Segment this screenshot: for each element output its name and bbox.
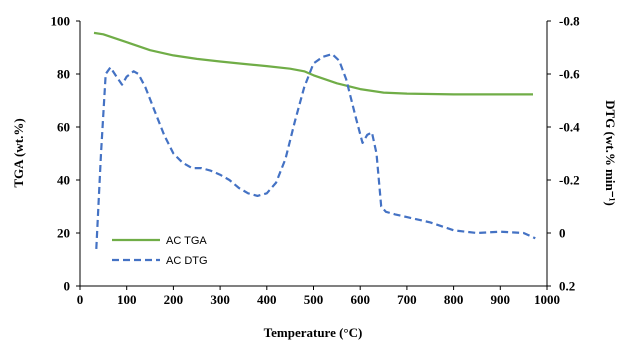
legend: AC TGA AC DTG (112, 235, 208, 267)
x-tick-label: 700 (397, 292, 417, 307)
x-tick-label: 100 (117, 292, 137, 307)
x-axis-ticks: 0 100 200 300 400 500 600 700 800 900 1000 (77, 286, 560, 307)
right-tick-label: -0.8 (559, 14, 580, 29)
left-tick-label: 80 (57, 67, 70, 82)
left-tick-label: 100 (51, 14, 71, 29)
x-tick-label: 500 (304, 292, 324, 307)
left-axis-title: TGA (wt.%) (11, 118, 26, 187)
x-tick-label: 400 (257, 292, 277, 307)
right-tick-label: -0.4 (559, 120, 580, 135)
legend-tga-label: AC TGA (166, 235, 207, 247)
x-tick-label: 300 (210, 292, 230, 307)
right-tick-label: 0.2 (559, 279, 575, 294)
x-tick-label: 1000 (534, 292, 560, 307)
axes (79, 21, 548, 287)
x-axis-title: Temperature (°C) (264, 325, 363, 340)
right-axis-ticks: 0.2 0 -0.2 -0.4 -0.6 -0.8 (547, 14, 580, 294)
series-lines (93, 31, 536, 249)
left-tick-label: 20 (57, 226, 70, 241)
dtg-series-line (95, 52, 536, 249)
left-axis-ticks: 0 20 40 60 80 100 (51, 14, 80, 294)
x-tick-label: 600 (350, 292, 370, 307)
left-tick-label: 60 (57, 120, 70, 135)
tga-series-line (93, 31, 533, 96)
x-tick-label: 800 (444, 292, 464, 307)
left-tick-label: 40 (57, 173, 70, 188)
x-tick-label: 0 (77, 292, 84, 307)
legend-dtg-label: AC DTG (166, 255, 208, 267)
x-tick-label: 200 (164, 292, 184, 307)
right-tick-label: 0 (559, 226, 566, 241)
x-tick-label: 900 (491, 292, 511, 307)
right-tick-label: -0.2 (559, 173, 580, 188)
right-tick-label: -0.6 (559, 67, 580, 82)
right-axis-title: DTG (wt.% min⁻¹) (603, 100, 618, 206)
left-tick-label: 0 (64, 279, 71, 294)
